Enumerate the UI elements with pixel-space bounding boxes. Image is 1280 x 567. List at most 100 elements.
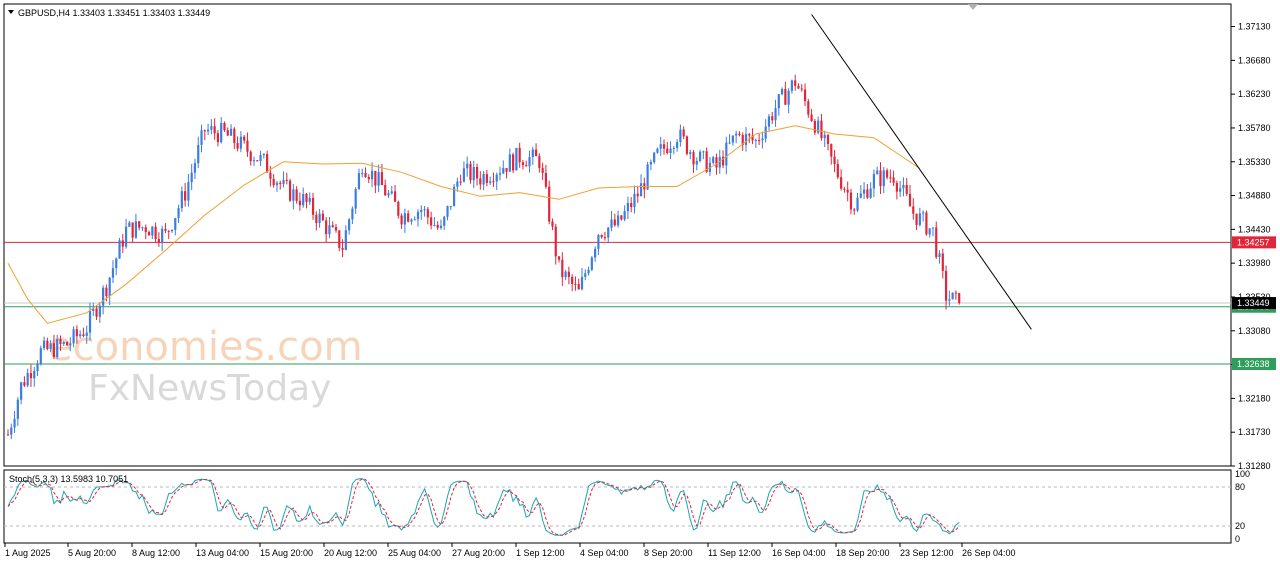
- candle-body: [108, 277, 111, 297]
- price-tick-label: 1.32180: [1238, 393, 1271, 403]
- trend-line[interactable]: [811, 14, 1032, 330]
- time-tick-label: 5 Aug 20:00: [68, 548, 116, 558]
- candle-body: [88, 310, 92, 333]
- candle-body: [354, 189, 357, 209]
- candle-body: [10, 427, 13, 435]
- stochastic-indicator: 100 80 20 0: [4, 469, 1250, 544]
- ma-line[interactable]: [7, 125, 921, 324]
- candle-body: [594, 248, 597, 258]
- price-tick-label: 1.34880: [1238, 191, 1271, 201]
- candle-body: [574, 283, 577, 285]
- candle-body: [420, 209, 423, 212]
- candle-body: [620, 215, 623, 220]
- candle-body: [584, 273, 587, 277]
- candle-body: [623, 211, 626, 220]
- candle-body: [479, 178, 482, 185]
- collapse-triangle-icon[interactable]: [8, 10, 14, 14]
- candle-body: [167, 230, 170, 232]
- candle-body: [580, 276, 584, 290]
- candle-body: [761, 138, 764, 141]
- candle-body: [407, 213, 410, 222]
- candle-body: [400, 215, 403, 225]
- candle-body: [170, 229, 174, 232]
- candle-body: [879, 170, 882, 187]
- candle-body: [741, 135, 744, 146]
- candle-body: [908, 193, 912, 207]
- candle-body: [938, 253, 941, 258]
- time-tick-label: 15 Aug 20:00: [260, 548, 313, 558]
- candle-body: [892, 177, 895, 183]
- candle-body: [715, 157, 718, 168]
- candle-body: [600, 234, 603, 238]
- candle-body: [787, 90, 790, 105]
- candle-body: [311, 197, 315, 215]
- candle-body: [430, 217, 433, 226]
- candle-body: [577, 283, 580, 290]
- price-tick-label: 1.36680: [1238, 55, 1271, 65]
- candle-body: [902, 184, 905, 189]
- time-tick-label: 16 Sep 04:00: [772, 548, 826, 558]
- candle-body: [177, 208, 180, 219]
- candle-body: [203, 130, 206, 132]
- candle-body: [941, 253, 944, 271]
- candle-body: [669, 148, 672, 153]
- candle-body: [823, 134, 826, 139]
- candle-body: [777, 94, 780, 109]
- candle-body: [95, 308, 98, 317]
- candle-body: [341, 248, 344, 250]
- price-tick-label: 1.34430: [1238, 224, 1271, 234]
- candle-body: [370, 170, 374, 180]
- candle-body: [26, 373, 29, 386]
- stoch-signal-line: [7, 478, 960, 536]
- candle-body: [16, 399, 19, 419]
- price-tick-label: 1.35330: [1238, 157, 1271, 167]
- candle-body: [712, 157, 715, 163]
- moving-average: [7, 125, 921, 324]
- candle-body: [853, 209, 856, 211]
- candle-body: [931, 227, 935, 229]
- candle-body: [613, 219, 616, 226]
- candle-body: [603, 237, 607, 239]
- candle-body: [361, 173, 364, 175]
- candle-body: [298, 200, 302, 206]
- candle-body: [154, 226, 157, 240]
- candle-body: [351, 208, 354, 220]
- candle-body: [538, 156, 541, 169]
- horizontal-levels: [4, 241, 1231, 365]
- time-tick-label: 4 Sep 04:00: [580, 548, 629, 558]
- shift-marker-icon[interactable]: [968, 4, 978, 10]
- candle-body: [305, 193, 308, 203]
- candle-body: [561, 259, 564, 278]
- candle-body: [495, 174, 498, 182]
- candles: [6, 74, 961, 440]
- candle-body: [731, 135, 734, 143]
- current-price-tag: [1232, 297, 1276, 310]
- candle-body: [833, 156, 836, 164]
- candle-body: [216, 133, 220, 143]
- watermark-fxnewstoday: FxNewsToday: [88, 368, 331, 409]
- candle-body: [666, 148, 669, 153]
- candle-body: [302, 193, 305, 206]
- candle-body: [190, 172, 193, 183]
- candle-body: [840, 177, 843, 189]
- candle-body: [505, 168, 508, 172]
- candle-body: [626, 203, 630, 212]
- candle-body: [387, 193, 390, 196]
- candle-body: [849, 192, 853, 210]
- candle-body: [328, 225, 331, 235]
- candle-body: [98, 305, 101, 317]
- candle-body: [843, 188, 846, 190]
- candle-body: [803, 89, 807, 102]
- candle-body: [403, 213, 406, 225]
- candle-body: [616, 215, 620, 226]
- candle-body: [39, 348, 42, 364]
- candle-body: [925, 212, 928, 235]
- candle-body: [62, 342, 65, 345]
- candle-body: [630, 203, 633, 208]
- candle-body: [817, 120, 820, 133]
- candle-body: [889, 177, 892, 179]
- candle-body: [367, 176, 370, 180]
- candle-body: [551, 221, 554, 227]
- current-price-label: 1.33449: [1237, 298, 1270, 308]
- candle-body: [767, 116, 771, 127]
